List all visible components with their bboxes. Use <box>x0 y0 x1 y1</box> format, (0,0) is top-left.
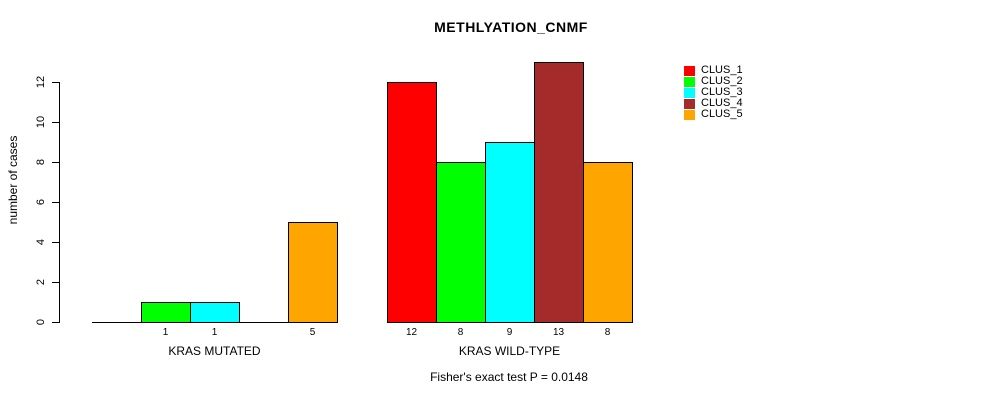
group-label: KRAS WILD-TYPE <box>458 344 561 358</box>
legend-label: CLUS_5 <box>701 108 743 120</box>
y-axis-tick <box>52 282 59 283</box>
y-axis-line <box>59 82 60 323</box>
y-tick-label: 0 <box>35 318 47 326</box>
y-axis-tick <box>52 202 59 203</box>
y-axis-tick <box>52 242 59 243</box>
legend-entry-clus_4: CLUS_4 <box>684 98 743 109</box>
y-tick-label: 12 <box>35 75 47 89</box>
bar-value-label: 5 <box>309 327 316 338</box>
y-axis-tick <box>52 82 59 83</box>
bar-clus_2 <box>436 162 486 323</box>
y-axis-tick <box>52 122 59 123</box>
bar-value-label: 8 <box>457 327 464 338</box>
legend-swatch-icon <box>684 76 695 87</box>
bar-clus_1 <box>387 82 437 323</box>
y-tick-label: 2 <box>35 278 47 286</box>
bar-value-label: 9 <box>506 327 513 338</box>
bar-value-label: 13 <box>552 327 565 338</box>
bar-clus_3 <box>190 302 240 323</box>
bar-clus_3 <box>485 142 535 323</box>
legend-swatch-icon <box>684 109 695 120</box>
chart-title: METHLYATION_CNMF <box>434 19 588 35</box>
bar-clus_5 <box>583 162 633 323</box>
y-axis-tick <box>52 322 59 323</box>
bar-clus_2 <box>141 302 191 323</box>
bar-value-label: 1 <box>162 327 169 338</box>
legend-entry-clus_3: CLUS_3 <box>684 87 743 98</box>
legend-entry-clus_1: CLUS_1 <box>684 65 743 76</box>
y-tick-label: 4 <box>35 238 47 246</box>
footer-caption: Fisher's exact test P = 0.0148 <box>430 370 588 384</box>
legend-entry-clus_2: CLUS_2 <box>684 76 743 87</box>
group-label: KRAS MUTATED <box>168 344 261 358</box>
bar-clus_4 <box>534 62 584 323</box>
legend-label: CLUS_1 <box>701 64 743 76</box>
y-tick-label: 6 <box>35 198 47 206</box>
y-tick-label: 10 <box>35 115 47 129</box>
legend-label: CLUS_2 <box>701 75 743 87</box>
bar-value-label: 12 <box>405 327 418 338</box>
legend: CLUS_1 CLUS_2 CLUS_3 CLUS_4 CLUS_5 <box>684 65 743 120</box>
y-axis-tick <box>52 162 59 163</box>
legend-swatch-icon <box>684 98 695 109</box>
bar-value-label: 8 <box>604 327 611 338</box>
legend-entry-clus_5: CLUS_5 <box>684 109 743 120</box>
bar-value-label: 1 <box>211 327 218 338</box>
legend-label: CLUS_3 <box>701 86 743 98</box>
bar-clus_5 <box>288 222 338 323</box>
legend-label: CLUS_4 <box>701 97 743 109</box>
y-tick-label: 8 <box>35 158 47 166</box>
legend-swatch-icon <box>684 65 695 76</box>
legend-swatch-icon <box>684 87 695 98</box>
